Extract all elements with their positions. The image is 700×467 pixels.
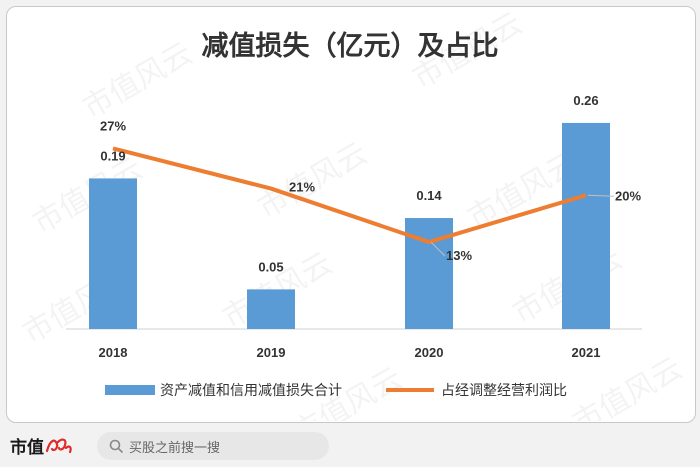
x-tick-label-2021: 2021 bbox=[572, 345, 601, 360]
footer-bar: 市值 买股之前搜一搜 bbox=[0, 425, 700, 467]
legend-label-line: 占经调整经营利润比 bbox=[441, 383, 567, 399]
x-tick-label-2018: 2018 bbox=[99, 345, 128, 360]
leader-line bbox=[430, 241, 446, 257]
brand-script-icon bbox=[45, 438, 72, 453]
legend-swatch-bar bbox=[105, 385, 155, 395]
bar-value-label-2018: 0.19 bbox=[100, 148, 125, 163]
chart: 减值损失（亿元）及占比 0.19 0.05 0.14 0.26 27% 21% 13% 20%… bbox=[66, 31, 642, 399]
x-tick-label-2019: 2019 bbox=[257, 345, 286, 360]
x-tick-label-2020: 2020 bbox=[415, 345, 444, 360]
line-value-label-2019: 21% bbox=[289, 180, 315, 195]
chart-title: 减值损失（亿元）及占比 bbox=[202, 31, 499, 62]
search-placeholder: 买股之前搜一搜 bbox=[129, 440, 221, 456]
line-value-label-2020: 13% bbox=[446, 248, 472, 263]
line-value-label-2018: 27% bbox=[100, 118, 126, 133]
search-icon bbox=[109, 439, 123, 453]
search-box[interactable]: 买股之前搜一搜 bbox=[97, 432, 329, 460]
line-value-label-2021: 20% bbox=[615, 188, 641, 203]
bar-value-label-2020: 0.14 bbox=[416, 188, 442, 203]
bar-2018 bbox=[89, 178, 137, 329]
line-series bbox=[112, 146, 587, 245]
bar-value-label-2019: 0.05 bbox=[258, 259, 283, 274]
legend-label-bar: 资产减值和信用减值损失合计 bbox=[160, 383, 342, 399]
bar-value-label-2021: 0.26 bbox=[573, 93, 598, 108]
bar-2021 bbox=[562, 122, 610, 329]
leader-line bbox=[587, 194, 615, 197]
bar-2019 bbox=[247, 289, 295, 329]
brand-logo[interactable]: 市值 bbox=[10, 433, 73, 458]
legend: 资产减值和信用减值损失合计 占经调整经营利润比 bbox=[105, 383, 567, 399]
logo-text: 市值 bbox=[10, 438, 44, 458]
